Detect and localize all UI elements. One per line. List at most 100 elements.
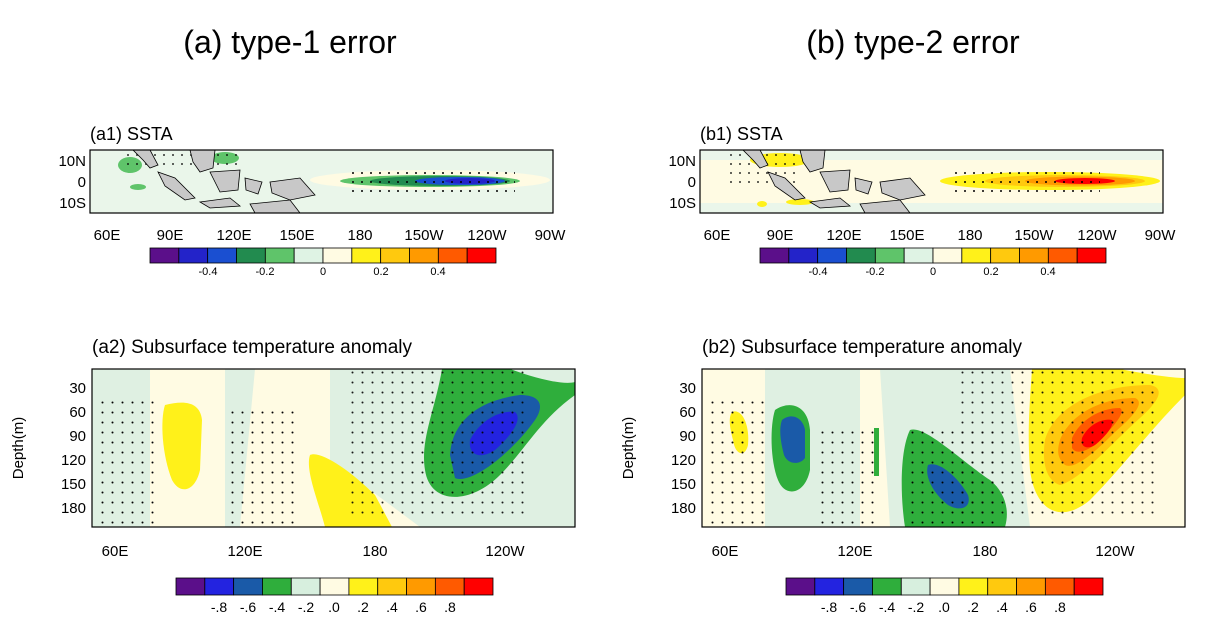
a2-colorbar-labels: -.8 -.6 -.4 -.2 .0 .2 .4 .6 .8: [211, 599, 456, 615]
b2-cb-label: -.2: [908, 599, 925, 615]
b2-cold-sliver: [874, 428, 879, 476]
a1-xtick: 120W: [467, 227, 507, 244]
panel-a2: (a2) Subsurface temperature anomaly Dept…: [10, 337, 576, 615]
a1-x-ticks: 60E 90E 120E 150E 180 150W 120W 90W: [94, 227, 567, 244]
colorbar-swatch: [1016, 577, 1046, 596]
b2-colorbar: [785, 577, 1104, 596]
colorbar-swatch: [817, 247, 847, 264]
b1-cb-label: 0.4: [1040, 266, 1055, 278]
a1-ytick-10n: 10N: [58, 153, 86, 170]
colorbar-swatch: [204, 577, 235, 596]
colorbar-swatch: [788, 247, 819, 264]
a1-xtick: 150W: [404, 227, 444, 244]
colorbar-swatch: [987, 577, 1017, 596]
colorbar-swatch: [290, 577, 321, 596]
colorbar-swatch: [929, 577, 960, 596]
colorbar-swatch: [759, 247, 790, 264]
b2-ytick: 180: [671, 500, 696, 517]
b2-ytick: 150: [671, 476, 696, 493]
b2-ytick: 30: [679, 380, 696, 397]
panel-b1-title: (b1) SSTA: [700, 124, 783, 144]
panel-b2: (b2) Subsurface temperature anomaly Dept…: [620, 337, 1186, 615]
a1-ytick-0: 0: [78, 174, 86, 191]
b1-xtick: 120W: [1077, 227, 1117, 244]
colorbar-swatch: [175, 577, 206, 596]
b2-cb-label: .0: [938, 599, 950, 615]
colorbar-swatch: [1044, 577, 1075, 596]
b1-y-ticks: 10N 0 10S: [668, 153, 696, 212]
colorbar-swatch: [409, 247, 439, 264]
b2-cold-west-core: [780, 416, 805, 463]
a1-cb-label: -0.2: [256, 266, 275, 278]
b1-weak-neg-band-s: [700, 203, 1163, 213]
b1-xtick: 60E: [704, 227, 731, 244]
a2-x-ticks: 60E 120E 180 120W: [102, 543, 526, 560]
b2-ytick: 120: [671, 452, 696, 469]
a2-cb-label: .2: [357, 599, 369, 615]
b2-cb-label: .8: [1054, 599, 1066, 615]
colorbar-swatch: [1076, 247, 1107, 264]
a1-xtick: 90W: [535, 227, 567, 244]
b1-colorbar-labels: -0.4 -0.2 0 0.2 0.4: [809, 266, 1056, 278]
a1-colorbar: [149, 247, 497, 264]
colorbar-swatch: [236, 247, 266, 264]
b1-cb-label: 0: [930, 266, 936, 278]
colorbar-swatch: [293, 247, 324, 264]
a1-xtick: 60E: [94, 227, 121, 244]
a2-y-ticks: 30 60 90 120 150 180: [61, 380, 86, 517]
b1-cb-label: 0.2: [983, 266, 998, 278]
colorbar-swatch: [961, 247, 992, 264]
panel-a1-title: (a1) SSTA: [90, 124, 173, 144]
b1-xtick: 90W: [1145, 227, 1177, 244]
b1-xtick: 90E: [767, 227, 794, 244]
b2-colorbar-labels: -.8 -.6 -.4 -.2 .0 .2 .4 .6 .8: [821, 599, 1066, 615]
a1-cb-label: 0.4: [430, 266, 445, 278]
colorbar-swatch: [785, 577, 816, 596]
b1-weak-neg-band: [700, 150, 1163, 160]
b1-weak-pos-south: [786, 199, 814, 205]
a2-cb-label: -.8: [211, 599, 228, 615]
colorbar-swatch: [463, 577, 494, 596]
a1-xtick: 120E: [216, 227, 251, 244]
colorbar-swatch: [958, 577, 989, 596]
b1-colorbar: [759, 247, 1107, 264]
a1-y-ticks: 10N 0 10S: [58, 153, 86, 212]
b1-xtick: 120E: [826, 227, 861, 244]
a2-ytick: 180: [61, 500, 86, 517]
b1-cb-label: -0.4: [809, 266, 828, 278]
b2-stipple-mid: [815, 430, 875, 525]
colorbar-swatch: [903, 247, 934, 264]
a2-ytick: 90: [69, 428, 86, 445]
a1-cb-label: 0.2: [373, 266, 388, 278]
b2-ytick: 90: [679, 428, 696, 445]
a2-stipple-east: [350, 369, 530, 519]
panel-b1: (b1) SSTA: [668, 124, 1176, 278]
a2-frame: [91, 368, 576, 528]
colorbar-swatch: [900, 577, 931, 596]
colorbar-swatch: [264, 247, 295, 264]
a2-ytick: 120: [61, 452, 86, 469]
colorbar-swatch: [322, 247, 353, 264]
a1-stipple: [345, 165, 515, 193]
a1-weak-neg-south: [130, 184, 146, 190]
a2-xtick: 120E: [227, 543, 262, 560]
colorbar-swatch: [932, 247, 963, 264]
a1-cb-label: 0: [320, 266, 326, 278]
a2-cb-label: -.4: [269, 599, 286, 615]
colorbar-swatch: [434, 577, 465, 596]
b2-cb-label: -.4: [879, 599, 896, 615]
b1-ytick-10s: 10S: [669, 195, 696, 212]
colorbar-swatch: [990, 247, 1020, 264]
a2-ylabel: Depth(m): [10, 417, 27, 480]
a2-cb-label: .6: [415, 599, 427, 615]
b1-ytick-10n: 10N: [668, 153, 696, 170]
b2-y-ticks: 30 60 90 120 150 180: [671, 380, 696, 517]
colorbar-swatch: [874, 247, 905, 264]
a1-colorbar-labels: -0.4 -0.2 0 0.2 0.4: [199, 266, 446, 278]
b1-xtick: 180: [957, 227, 982, 244]
b2-ytick: 60: [679, 404, 696, 421]
column-title-a: (a) type-1 error: [183, 24, 397, 60]
b2-cb-label: .2: [967, 599, 979, 615]
panel-b2-title: (b2) Subsurface temperature anomaly: [702, 337, 1022, 358]
